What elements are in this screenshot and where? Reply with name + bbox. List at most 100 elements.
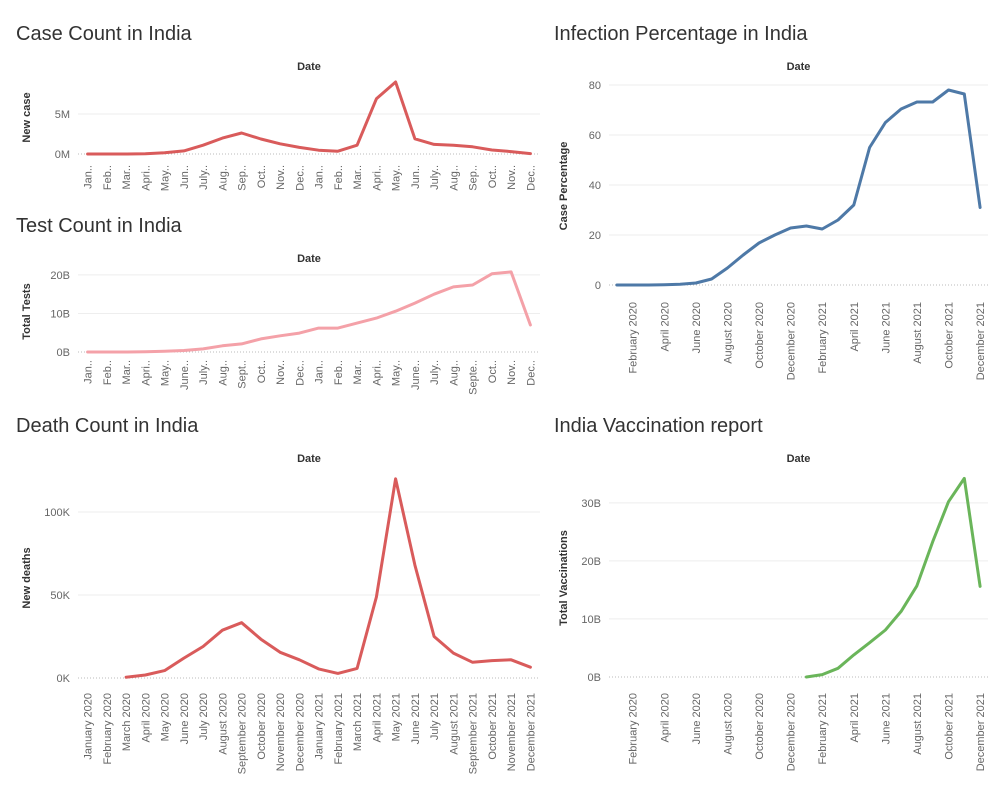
x-tick-label: June 2021 — [880, 693, 892, 744]
x-tick-label: April 2020 — [659, 693, 671, 743]
y-tick-label: 10B — [50, 308, 70, 320]
x-tick-label: December 2021 — [525, 693, 537, 771]
x-tick-label: June.. — [410, 360, 422, 390]
x-tick-label: Apri.. — [371, 165, 383, 191]
x-tick-label: Dec.. — [294, 360, 306, 386]
x-tick-label: April 2020 — [140, 693, 152, 743]
x-tick-label: February 2021 — [817, 693, 829, 765]
x-tick-label: Dec.. — [525, 360, 537, 386]
x-tick-label: Feb.. — [333, 360, 345, 385]
x-tick-label: Aug.. — [448, 360, 460, 386]
x-tick-label: April 2020 — [659, 302, 671, 352]
chart-title: Death Count in India — [16, 415, 199, 437]
x-tick-label: Dec.. — [294, 165, 306, 191]
x-tick-label: Jan.. — [83, 360, 95, 384]
x-tick-label: Septe.. — [468, 360, 480, 395]
x-header: Date — [297, 253, 321, 265]
x-tick-label: February 2021 — [333, 693, 345, 765]
x-tick-label: December 2021 — [975, 302, 987, 380]
x-tick-label: Jan.. — [83, 165, 95, 189]
x-tick-label: June 2021 — [880, 302, 892, 353]
x-tick-label: Oct.. — [256, 360, 268, 383]
series-line — [615, 88, 982, 287]
series-line — [804, 476, 982, 679]
x-tick-label: October 2020 — [754, 302, 766, 369]
x-tick-label: June 2021 — [410, 693, 422, 744]
chart-title: Case Count in India — [16, 23, 193, 45]
x-header: Date — [787, 61, 811, 73]
x-tick-label: May.. — [391, 360, 403, 386]
x-tick-label: Mar.. — [352, 360, 364, 384]
x-tick-label: Sep.. — [237, 165, 249, 191]
x-tick-label: May.. — [160, 360, 172, 386]
x-tick-label: August 2020 — [217, 693, 229, 755]
x-tick-label: April 2021 — [849, 302, 861, 352]
y-tick-label: 80 — [589, 80, 601, 92]
y-axis-label: New deaths — [21, 547, 33, 608]
y-axis-label: New case — [21, 92, 33, 142]
x-tick-label: August 2021 — [912, 693, 924, 755]
x-header: Date — [787, 453, 811, 465]
y-axis-label: Total Vaccinations — [558, 530, 570, 626]
y-tick-label: 50K — [50, 590, 70, 602]
x-tick-label: Apri.. — [140, 360, 152, 386]
x-tick-label: Aug.. — [448, 165, 460, 191]
x-tick-label: Feb.. — [102, 360, 114, 385]
y-tick-label: 20B — [50, 270, 70, 282]
y-tick-label: 20B — [581, 556, 601, 568]
x-tick-label: October 2021 — [944, 302, 956, 369]
x-tick-label: August 2020 — [722, 302, 734, 364]
x-tick-label: January 2020 — [83, 693, 95, 760]
x-tick-label: Oct.. — [256, 165, 268, 188]
x-tick-label: December 2021 — [975, 693, 987, 771]
x-tick-label: April 2021 — [371, 693, 383, 743]
x-tick-label: October 2020 — [256, 693, 268, 760]
y-axis-label: Total Tests — [21, 283, 33, 339]
x-tick-label: May.. — [160, 165, 172, 191]
x-tick-label: Aug.. — [217, 165, 229, 191]
y-tick-label: 0M — [55, 149, 70, 161]
chart-title: Test Count in India — [16, 215, 183, 237]
y-tick-label: 0B — [57, 347, 70, 359]
x-tick-label: October 2020 — [754, 693, 766, 760]
x-tick-label: February 2020 — [628, 693, 640, 765]
x-tick-label: Sep.. — [468, 165, 480, 191]
x-tick-label: July.. — [429, 360, 441, 385]
y-tick-label: 0K — [57, 673, 71, 685]
x-tick-label: May.. — [391, 165, 403, 191]
x-tick-label: February 2020 — [102, 693, 114, 765]
x-tick-label: June 2020 — [691, 302, 703, 353]
x-tick-label: July 2020 — [198, 693, 210, 740]
x-tick-label: Mar.. — [352, 165, 364, 189]
x-header: Date — [297, 453, 321, 465]
chart-title: India Vaccination report — [554, 415, 763, 437]
x-tick-label: July.. — [429, 165, 441, 190]
x-tick-label: Jan.. — [314, 165, 326, 189]
x-tick-label: July.. — [198, 360, 210, 385]
series-line — [86, 80, 532, 156]
x-tick-label: Oct.. — [487, 165, 499, 188]
x-tick-label: October 2021 — [487, 693, 499, 760]
x-tick-label: May 2020 — [160, 693, 172, 741]
x-tick-label: November 2021 — [506, 693, 518, 771]
x-tick-label: Jan.. — [314, 360, 326, 384]
x-tick-label: July.. — [198, 165, 210, 190]
x-tick-label: June 2020 — [179, 693, 191, 744]
x-tick-label: March 2020 — [121, 693, 133, 751]
x-tick-label: Sept.. — [237, 360, 249, 389]
x-tick-label: Apri.. — [140, 165, 152, 191]
x-tick-label: July 2021 — [429, 693, 441, 740]
x-tick-label: Oct.. — [487, 360, 499, 383]
x-tick-label: Apri.. — [371, 360, 383, 386]
y-tick-label: 100K — [44, 507, 70, 519]
x-tick-label: May 2021 — [391, 693, 403, 741]
x-tick-label: January 2021 — [314, 693, 326, 760]
x-tick-label: Nov.. — [506, 165, 518, 190]
x-tick-label: Mar.. — [121, 165, 133, 189]
y-tick-label: 20 — [589, 230, 601, 242]
x-tick-label: October 2021 — [944, 693, 956, 760]
x-tick-label: September 2020 — [237, 693, 249, 774]
x-tick-label: April 2021 — [849, 693, 861, 743]
y-tick-label: 0B — [588, 672, 601, 684]
